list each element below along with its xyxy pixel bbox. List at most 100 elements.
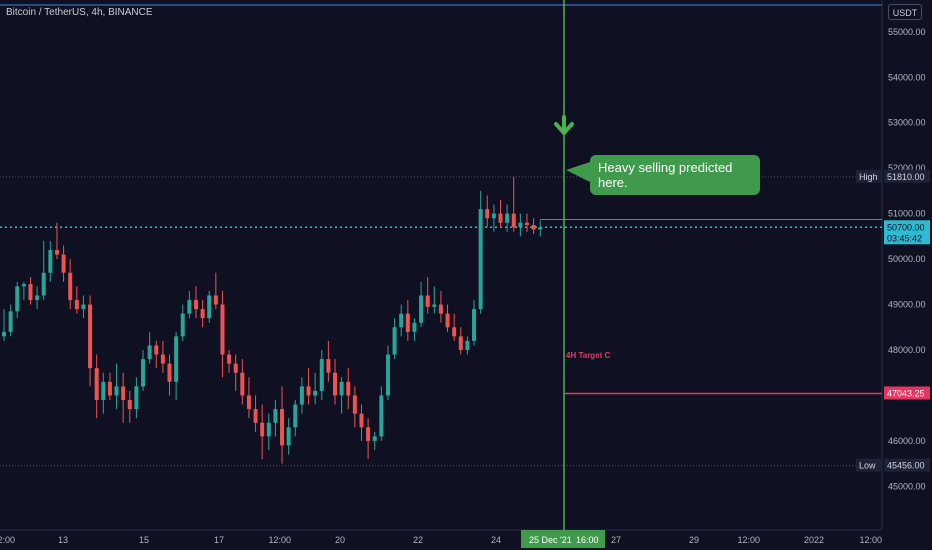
candle-body[interactable]	[326, 359, 331, 373]
candle-body[interactable]	[399, 313, 404, 328]
candle-body[interactable]	[372, 436, 377, 441]
candle-body[interactable]	[240, 372, 245, 396]
candle-body[interactable]	[379, 395, 384, 437]
candle-body[interactable]	[405, 313, 410, 332]
candle-body[interactable]	[538, 227, 543, 230]
candle-body[interactable]	[491, 213, 496, 219]
candle-body[interactable]	[28, 284, 33, 300]
candle-body[interactable]	[193, 300, 198, 310]
x-tick-label: 15	[139, 535, 149, 545]
candle-body[interactable]	[154, 345, 159, 355]
y-tick-label: 53000.00	[888, 118, 926, 128]
candle-body[interactable]	[121, 386, 126, 400]
candle-body[interactable]	[452, 327, 457, 337]
candle-body[interactable]	[392, 327, 397, 355]
candle-body[interactable]	[339, 381, 344, 396]
candle-body[interactable]	[48, 250, 53, 273]
candle-body[interactable]	[2, 331, 6, 337]
candle-body[interactable]	[346, 381, 351, 396]
candle-body[interactable]	[432, 304, 437, 307]
candle-body[interactable]	[114, 386, 119, 396]
candle-body[interactable]	[101, 381, 106, 400]
candle-body[interactable]	[220, 304, 225, 355]
candle-body[interactable]	[306, 386, 311, 396]
high-price-value-bg	[884, 169, 930, 183]
candle-body[interactable]	[54, 250, 59, 255]
candle-body[interactable]	[160, 354, 165, 364]
candle-body[interactable]	[472, 309, 477, 341]
candle-body[interactable]	[88, 304, 93, 369]
candle-body[interactable]	[445, 313, 450, 328]
candle-body[interactable]	[21, 284, 26, 287]
candle-body[interactable]	[293, 404, 298, 428]
candle-body[interactable]	[266, 422, 271, 437]
high-price-tag	[856, 169, 882, 183]
candle-body[interactable]	[61, 254, 66, 273]
current-price-tag	[884, 220, 930, 245]
candle-body[interactable]	[412, 322, 417, 332]
x-tick-label: 13	[58, 535, 68, 545]
candle-body[interactable]	[246, 395, 251, 410]
candle-body[interactable]	[68, 272, 73, 300]
currency-button[interactable]: USDT	[888, 4, 922, 20]
candle-body[interactable]	[524, 222, 529, 225]
candle-body[interactable]	[180, 313, 185, 337]
candle-body[interactable]	[8, 311, 13, 332]
candle-body[interactable]	[465, 340, 470, 350]
candle-body[interactable]	[531, 225, 536, 230]
candle-body[interactable]	[213, 295, 218, 305]
y-tick-label: 51000.00	[888, 209, 926, 219]
candle-body[interactable]	[15, 286, 20, 312]
candle-body[interactable]	[498, 213, 503, 223]
candle-body[interactable]	[511, 213, 516, 228]
annotation-callout[interactable]: Heavy selling predicted here.	[590, 155, 760, 195]
candle-body[interactable]	[107, 381, 112, 396]
candle-body[interactable]	[127, 400, 132, 410]
candle-body[interactable]	[425, 295, 430, 307]
candle-body[interactable]	[273, 409, 278, 423]
candle-body[interactable]	[352, 395, 357, 414]
candle-body[interactable]	[81, 304, 86, 310]
candle-body[interactable]	[174, 336, 179, 382]
candle-body[interactable]	[505, 213, 510, 223]
candle-body[interactable]	[333, 372, 337, 396]
candle-body[interactable]	[438, 304, 443, 314]
candle-body[interactable]	[478, 209, 483, 310]
countdown-value: 03:45:42	[887, 233, 922, 243]
candle-body[interactable]	[313, 390, 318, 396]
candle-body[interactable]	[141, 359, 146, 387]
candle-body[interactable]	[419, 295, 424, 323]
candle-body[interactable]	[35, 295, 40, 300]
candle-body[interactable]	[385, 354, 390, 396]
candle-body[interactable]	[260, 422, 265, 437]
candle-body[interactable]	[167, 363, 172, 382]
x-tick-label: 27	[611, 535, 621, 545]
candle-body[interactable]	[319, 359, 324, 391]
x-tick-label: 20	[335, 535, 345, 545]
target-price-value-bg	[884, 386, 930, 400]
candle-body[interactable]	[94, 368, 99, 400]
x-tick-label: 24	[491, 535, 501, 545]
candle-body[interactable]	[207, 295, 212, 319]
candle-body[interactable]	[253, 409, 258, 423]
candle-body[interactable]	[458, 336, 463, 350]
target-price-value: 47043.25	[887, 388, 925, 398]
candle-body[interactable]	[286, 427, 291, 446]
candle-body[interactable]	[366, 427, 371, 441]
candle-body[interactable]	[134, 386, 139, 410]
candle-body[interactable]	[280, 409, 285, 446]
candle-body[interactable]	[233, 363, 238, 373]
price-axis-panel[interactable]	[882, 0, 932, 550]
candle-body[interactable]	[147, 345, 152, 360]
candle-body[interactable]	[518, 222, 523, 228]
candle-body[interactable]	[485, 209, 490, 219]
candle-body[interactable]	[74, 300, 79, 310]
candle-body[interactable]	[187, 300, 192, 314]
candle-body[interactable]	[359, 413, 364, 428]
candle-body[interactable]	[41, 272, 46, 296]
candle-body[interactable]	[227, 354, 232, 364]
candle-body[interactable]	[200, 309, 205, 319]
candle-body[interactable]	[299, 386, 304, 405]
